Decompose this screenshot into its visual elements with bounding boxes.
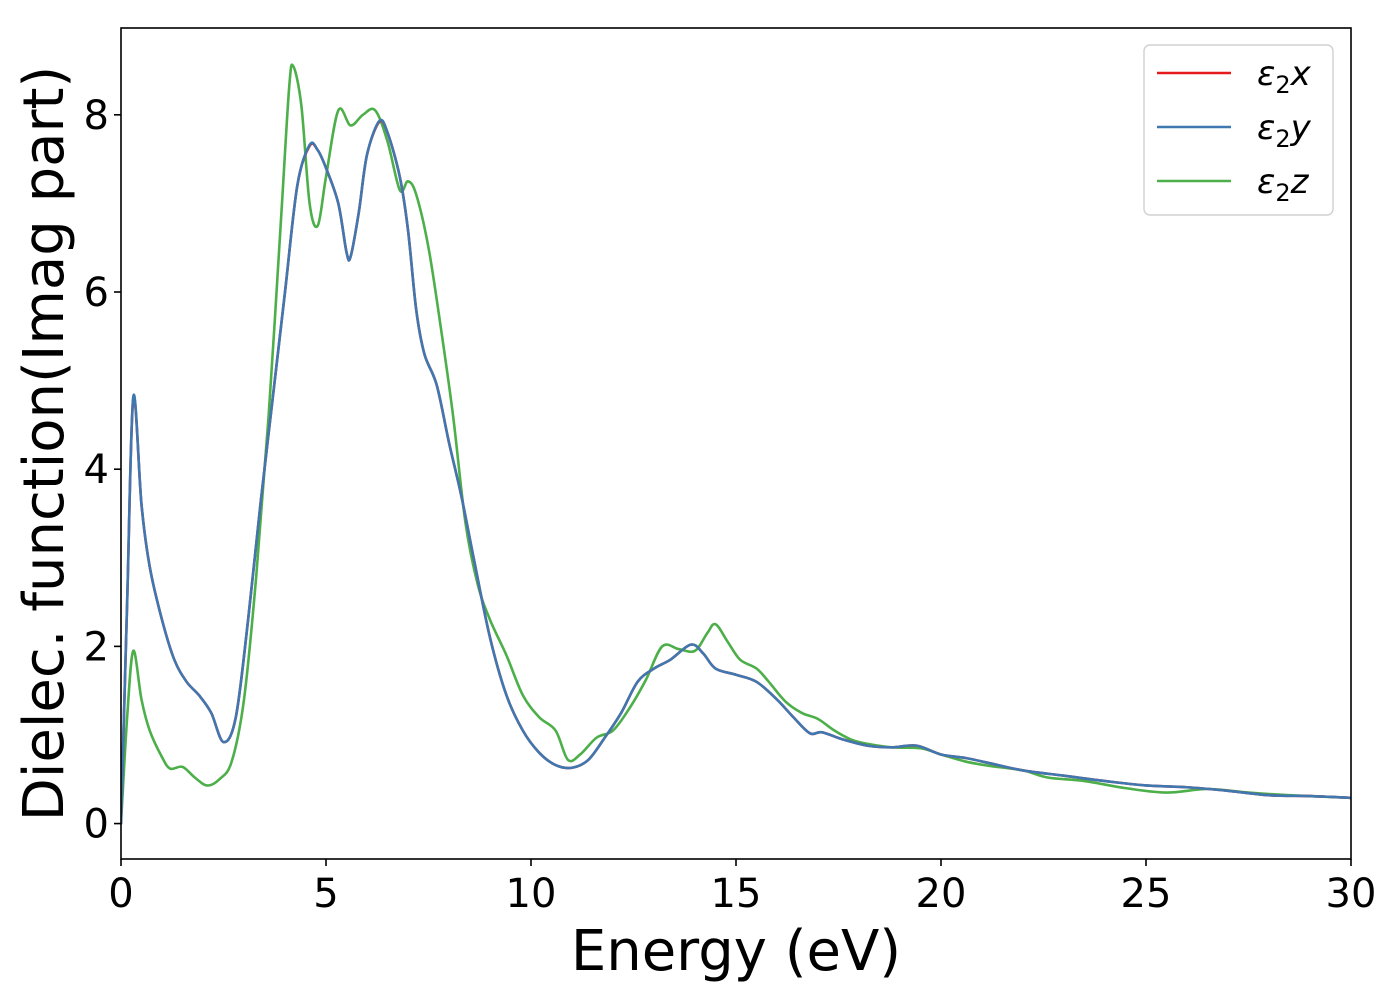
x-axis-label: Energy (eV): [571, 919, 901, 984]
legend-label: ε2x: [1257, 54, 1312, 99]
y-tick-label: 6: [84, 270, 109, 316]
legend-label: ε2y: [1257, 108, 1312, 153]
series-layer: [121, 63, 1351, 825]
y-tick-label: 0: [84, 802, 109, 848]
y-axis-label: Dielec. function(Imag part): [12, 66, 77, 822]
x-tick-label: 15: [711, 871, 762, 917]
x-tick-label: 5: [313, 871, 338, 917]
series-line-y: [121, 118, 1351, 825]
y-axis: 0 2 4 6 8: [84, 93, 121, 848]
x-tick-label: 25: [1121, 871, 1172, 917]
legend: ε2x ε2y ε2z: [1143, 44, 1334, 216]
x-tick-label: 10: [506, 871, 557, 917]
x-tick-label: 20: [916, 871, 967, 917]
legend-item-x: ε2x: [1157, 54, 1312, 99]
y-tick-label: 4: [84, 447, 109, 493]
legend-item-z: ε2z: [1157, 162, 1310, 207]
x-tick-label: 30: [1326, 871, 1377, 917]
x-tick-label: 0: [108, 871, 133, 917]
legend-item-y: ε2y: [1157, 108, 1312, 153]
legend-label: ε2z: [1257, 162, 1310, 207]
y-tick-label: 8: [84, 93, 109, 139]
y-tick-label: 2: [84, 624, 109, 670]
x-axis: 0 5 10 15 20 25 30: [108, 859, 1376, 917]
legend-box: [1143, 44, 1334, 216]
